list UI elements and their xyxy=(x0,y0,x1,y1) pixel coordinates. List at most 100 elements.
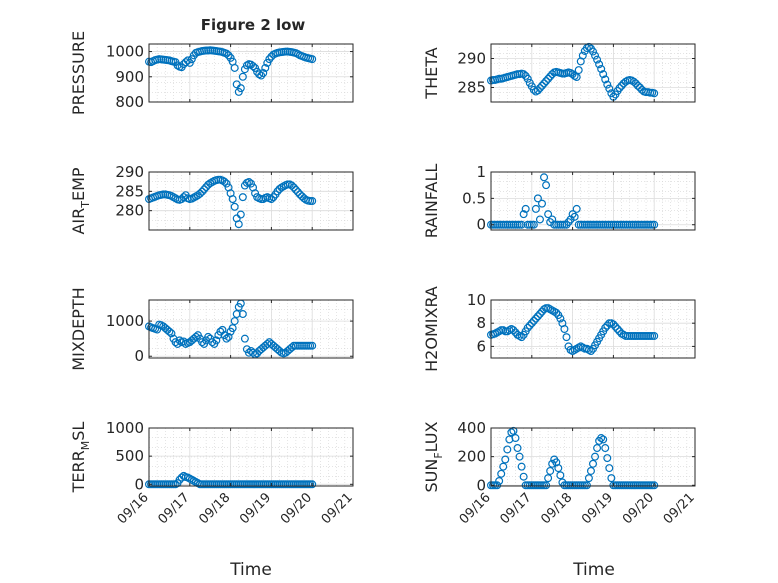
data-point xyxy=(509,426,518,435)
data-point xyxy=(523,323,532,332)
y-tick-label: 900 xyxy=(115,68,144,86)
data-point xyxy=(230,202,239,211)
data-point xyxy=(617,81,626,90)
data-point xyxy=(588,47,597,56)
data-point xyxy=(240,65,249,74)
data-point xyxy=(177,473,186,482)
data-point xyxy=(515,452,524,461)
data-point xyxy=(542,181,551,190)
y-axis-label: AIRTEMP xyxy=(69,167,92,234)
figure-title: Figure 2 low xyxy=(201,16,306,34)
data-point xyxy=(249,62,258,71)
data-point xyxy=(593,444,602,453)
y-axis-label: H2OMIXRA xyxy=(422,286,441,372)
data-point xyxy=(650,481,659,490)
data-point xyxy=(599,70,608,79)
y-tick-label: 0 xyxy=(476,216,486,234)
data-point xyxy=(601,323,610,332)
y-tick-label: 8 xyxy=(476,314,486,332)
data-point xyxy=(578,51,587,60)
data-point xyxy=(631,79,640,88)
data-point xyxy=(191,332,200,341)
data-point xyxy=(531,314,540,323)
data-point xyxy=(519,70,528,79)
x-axis-label-right: Time xyxy=(572,560,615,580)
y-tick-label: 10 xyxy=(467,291,486,309)
data-point xyxy=(588,459,597,468)
data-point xyxy=(542,481,551,490)
data-point xyxy=(222,334,231,343)
data-point xyxy=(540,173,549,182)
data-point xyxy=(635,83,644,92)
data-point xyxy=(586,347,595,356)
data-point xyxy=(495,476,504,485)
data-point xyxy=(497,469,506,478)
data-point xyxy=(153,325,162,334)
data-point xyxy=(554,464,563,473)
data-point xyxy=(531,204,540,213)
data-point xyxy=(572,204,581,213)
subplot-terr-msl: 09/16 09/17 09/18 09/19 09/20 09/21 0 500 1000 TE… xyxy=(69,419,356,527)
axes-box xyxy=(490,43,696,103)
data-point xyxy=(234,87,243,96)
y-tick-label: 285 xyxy=(115,182,144,200)
data-point xyxy=(208,338,217,347)
x-tick-label: 09/18 xyxy=(538,490,575,527)
data-point xyxy=(595,60,604,69)
y-tick-label: 290 xyxy=(115,163,144,181)
data-point xyxy=(603,454,612,463)
axes-box xyxy=(148,427,354,487)
data-point xyxy=(242,61,251,70)
x-tick-label: 09/17 xyxy=(498,490,535,527)
data-point xyxy=(601,444,610,453)
data-point xyxy=(228,324,237,333)
data-point xyxy=(599,435,608,444)
data-point xyxy=(501,455,510,464)
axes-box xyxy=(490,171,696,231)
data-point xyxy=(615,84,624,93)
data-point xyxy=(222,49,231,58)
data-point xyxy=(291,185,300,194)
data-point xyxy=(521,204,530,213)
data-point xyxy=(185,58,194,67)
data-point xyxy=(187,55,196,64)
y-tick-label: 6 xyxy=(476,337,486,355)
subplot-pressure: 800 900 1000 PRESSURE xyxy=(69,31,354,115)
data-point xyxy=(198,187,207,196)
x-tick-label: 09/18 xyxy=(196,490,233,527)
subplot-h2omixra: 6 8 10 H2OMIXRA xyxy=(422,286,696,372)
x-tick-label: 09/20 xyxy=(620,490,657,527)
y-tick-label: 290 xyxy=(457,50,486,68)
data-point xyxy=(572,73,581,82)
data-point xyxy=(513,444,522,453)
data-point xyxy=(511,434,520,443)
data-point xyxy=(597,434,606,443)
y-tick-label: 0 xyxy=(134,475,144,493)
data-point xyxy=(560,325,569,334)
data-point xyxy=(308,341,317,350)
data-point xyxy=(517,333,526,342)
x-axis-label-left: Time xyxy=(229,560,272,580)
data-point xyxy=(537,199,546,208)
data-point xyxy=(525,321,534,330)
data-point xyxy=(220,177,229,186)
axes-box xyxy=(148,171,354,231)
data-point xyxy=(535,215,544,224)
y-tick-label: 1 xyxy=(476,163,486,181)
x-tick-label: 09/19 xyxy=(579,490,616,527)
x-tick-label: 09/16 xyxy=(457,490,494,527)
data-point xyxy=(222,179,231,188)
data-point xyxy=(289,183,298,192)
data-point xyxy=(224,332,233,341)
data-point xyxy=(544,474,553,483)
data-point xyxy=(255,70,264,79)
data-point xyxy=(259,68,268,77)
data-point xyxy=(591,51,600,60)
data-point xyxy=(204,332,213,341)
data-point xyxy=(533,194,542,203)
data-point xyxy=(224,51,233,60)
y-axis-label: THETA xyxy=(422,47,441,99)
data-point xyxy=(251,189,260,198)
data-point xyxy=(499,462,508,471)
